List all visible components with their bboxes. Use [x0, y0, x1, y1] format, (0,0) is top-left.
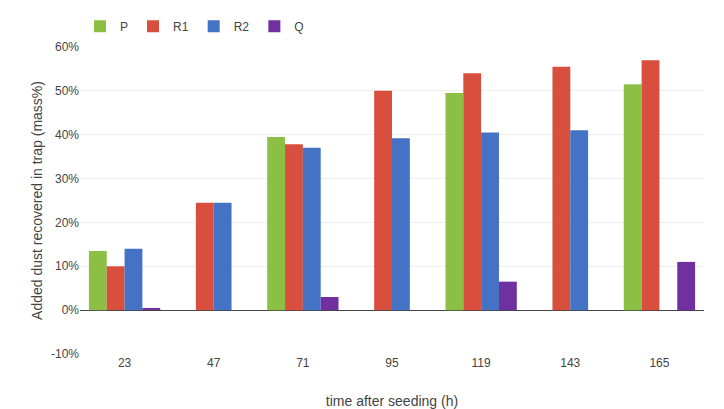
svg-text:165: 165	[649, 356, 669, 370]
svg-text:Added dust recovered in trap (: Added dust recovered in trap (mass%)	[29, 81, 45, 320]
svg-text:Q: Q	[294, 20, 303, 34]
svg-text:P: P	[120, 20, 128, 34]
svg-text:20%: 20%	[55, 216, 79, 230]
svg-text:95: 95	[385, 356, 399, 370]
svg-text:143: 143	[560, 356, 580, 370]
svg-text:30%: 30%	[55, 172, 79, 186]
svg-text:71: 71	[296, 356, 310, 370]
svg-text:60%: 60%	[55, 40, 79, 54]
svg-text:10%: 10%	[55, 259, 79, 273]
svg-text:R2: R2	[234, 20, 250, 34]
svg-text:0%: 0%	[62, 303, 80, 317]
svg-text:119: 119	[472, 356, 491, 370]
svg-text:47: 47	[207, 356, 221, 370]
svg-text:time after seeding (h): time after seeding (h)	[326, 393, 458, 409]
svg-text:23: 23	[118, 356, 132, 370]
svg-text:40%: 40%	[55, 128, 79, 142]
svg-text:50%: 50%	[55, 84, 79, 98]
svg-text:R1: R1	[173, 20, 189, 34]
svg-text:-10%: -10%	[51, 347, 79, 361]
